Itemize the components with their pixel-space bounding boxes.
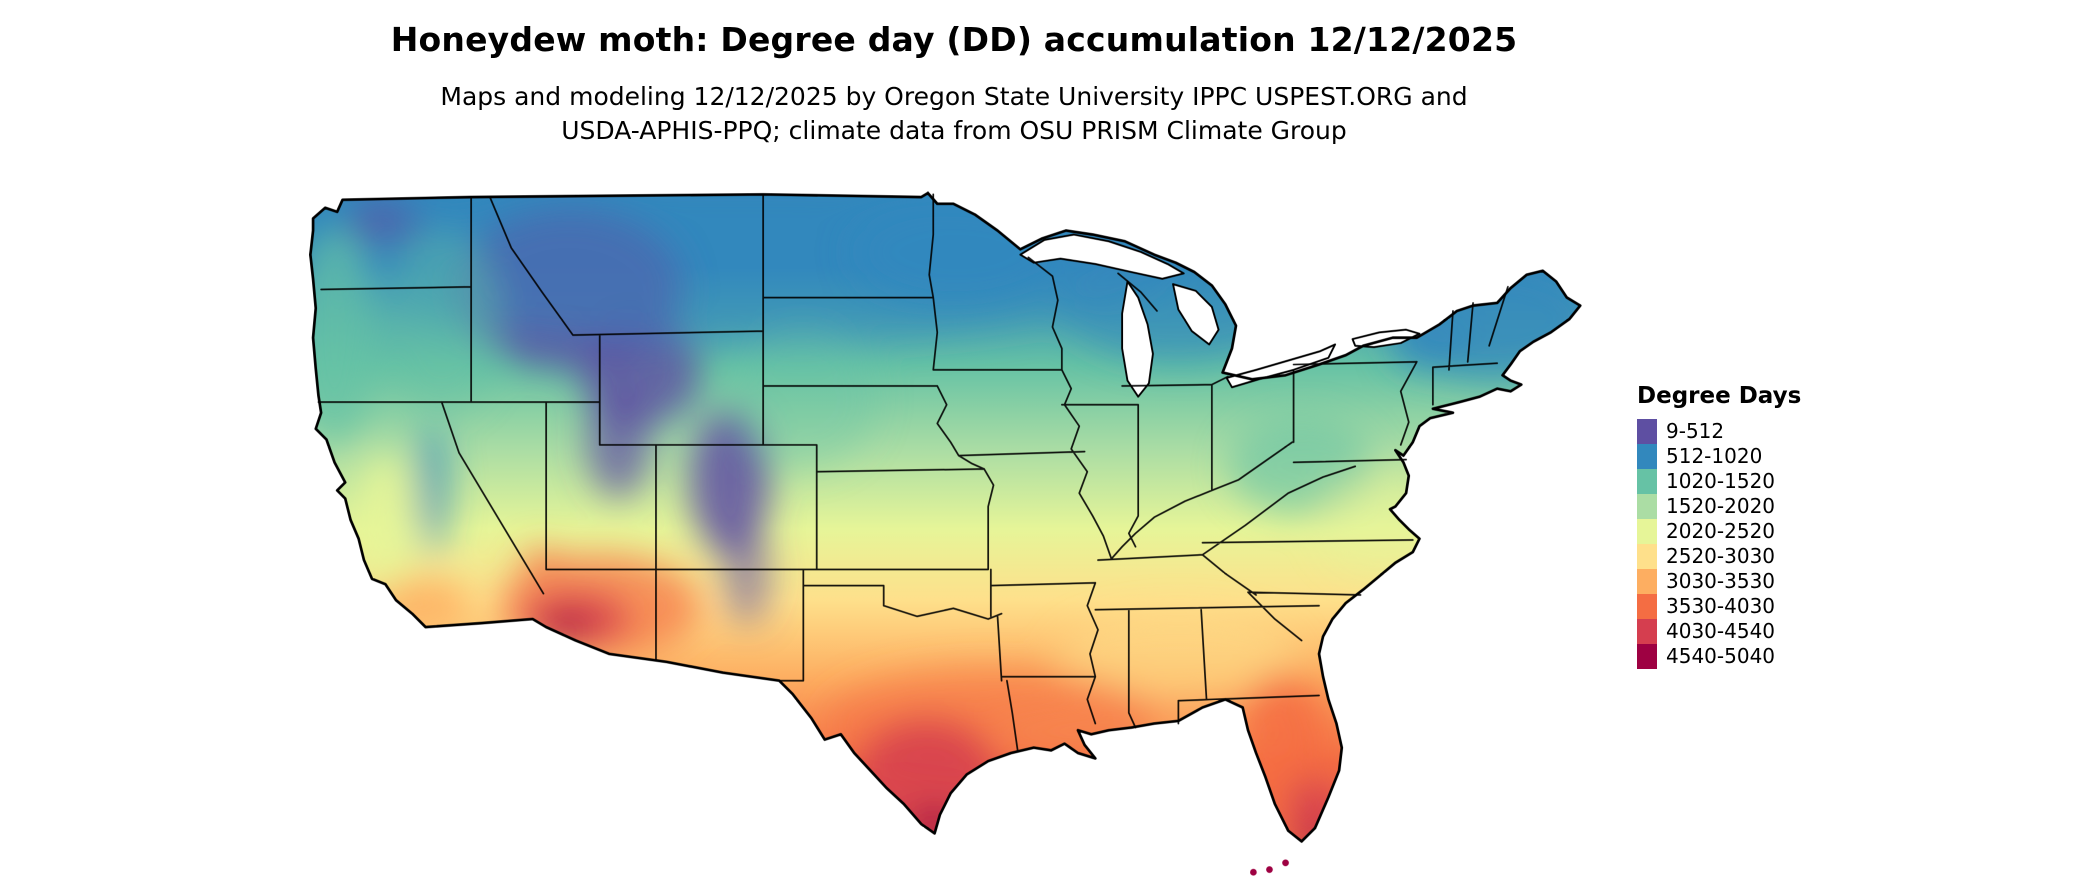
florida-key-dot: [1250, 868, 1257, 876]
legend-swatch: [1637, 469, 1657, 494]
us-outline: [309, 191, 1582, 843]
lake-superior: [1019, 233, 1185, 280]
overlay-tidewater-green: [1319, 471, 1440, 574]
us-degree-day-map: [309, 191, 1582, 876]
subtitle-line-1: Maps and modeling 12/12/2025 by Oregon S…: [440, 82, 1468, 111]
lake-huron: [1172, 283, 1220, 346]
overlay-southeast-cream: [1057, 612, 1299, 701]
legend-label: 2020-2520: [1666, 519, 1776, 543]
overlay-texas-tip-deep-red: [910, 807, 959, 842]
overlay-utah-mountains-purple: [586, 385, 651, 499]
legend-swatch: [1637, 644, 1657, 669]
legend-swatch: [1637, 544, 1657, 569]
legend-label: 1020-1520: [1666, 469, 1776, 493]
lake-erie: [1225, 343, 1337, 389]
legend-swatch-color: [1637, 644, 1657, 669]
legend-row: 1520-2020: [1637, 494, 1801, 519]
legend-row: 4540-5040: [1637, 644, 1801, 669]
lake-michigan: [1121, 280, 1154, 398]
legend-swatch-color: [1637, 544, 1657, 569]
legend-row: 3530-4030: [1637, 594, 1801, 619]
florida-keys: [1250, 859, 1289, 876]
legend-row: 2020-2520: [1637, 519, 1801, 544]
overlay-sierra-nevada-blue: [414, 424, 450, 554]
page-title: Honeydew moth: Degree day (DD) accumulat…: [390, 20, 1518, 59]
legend-row: 9-512: [1637, 419, 1801, 444]
state-borders: [317, 193, 1509, 752]
legend-swatch-color: [1637, 494, 1657, 519]
overlay-southern-nevada-orange: [520, 546, 564, 579]
map-raster: [310, 193, 1581, 842]
overlay-new-mexico-mountains-purple: [722, 522, 772, 625]
legend-swatch: [1637, 594, 1657, 619]
legend-swatch-color: [1637, 569, 1657, 594]
florida-key-dot: [1282, 859, 1289, 867]
legend-label: 3530-4030: [1666, 594, 1776, 618]
legend-row: 512-1020: [1637, 444, 1801, 469]
page-subtitle: Maps and modeling 12/12/2025 by Oregon S…: [0, 80, 1908, 148]
legend-swatch-color: [1637, 444, 1657, 469]
legend-swatch-color: [1637, 519, 1657, 544]
overlay-california-valley-green: [358, 452, 413, 593]
legend-label: 2520-3030: [1666, 544, 1776, 568]
florida-key-dot: [1266, 866, 1273, 873]
us-map-container: [301, 181, 1607, 891]
legend-swatch: [1637, 519, 1657, 544]
legend-row: 3030-3530: [1637, 569, 1801, 594]
legend-label: 4030-4540: [1666, 619, 1776, 643]
overlay-inland-northwest-teal: [381, 230, 502, 413]
legend-swatch-color: [1637, 469, 1657, 494]
great-lakes: [1019, 233, 1421, 398]
degree-days-legend: Degree Days 9-512 512-1020 1020-1520 152…: [1637, 383, 1801, 669]
legend-label: 4540-5040: [1666, 644, 1776, 668]
legend-swatch: [1637, 444, 1657, 469]
legend-swatch: [1637, 569, 1657, 594]
subtitle-line-2: USDA-APHIS-PPQ; climate data from OSU PR…: [561, 116, 1347, 145]
legend-swatch: [1637, 494, 1657, 519]
legend-label: 512-1020: [1666, 444, 1763, 468]
legend-row: 2520-3030: [1637, 544, 1801, 569]
legend-label: 1520-2020: [1666, 494, 1776, 518]
legend-swatch-color: [1637, 619, 1657, 644]
legend-swatch: [1637, 619, 1657, 644]
legend-title: Degree Days: [1637, 383, 1802, 409]
legend-label: 9-512: [1666, 419, 1725, 443]
legend-row: 1020-1520: [1637, 469, 1801, 494]
legend-row: 4030-4540: [1637, 619, 1801, 644]
overlay-florida-tip-deep-red: [1296, 832, 1329, 842]
legend-swatch-color: [1637, 594, 1657, 619]
overlay-south-florida-red: [1286, 777, 1344, 842]
legend-swatch: [1637, 419, 1657, 444]
overlay-high-plains-teal: [729, 329, 877, 470]
legend-label: 3030-3530: [1666, 569, 1776, 593]
legend-swatch-color: [1637, 419, 1657, 444]
